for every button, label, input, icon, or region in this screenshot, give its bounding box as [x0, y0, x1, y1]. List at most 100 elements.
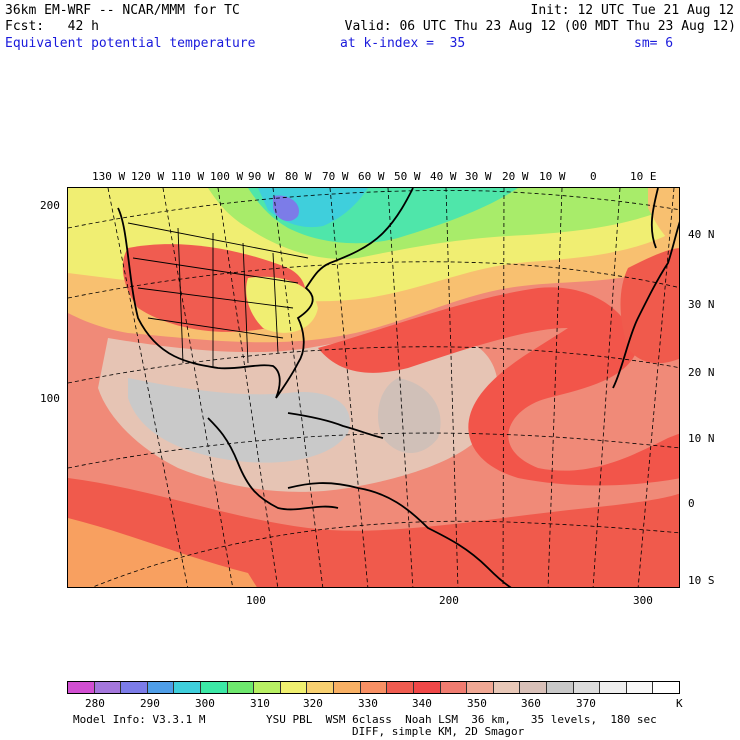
lon-label: 50 W [394, 170, 421, 183]
parallel-10n [68, 432, 679, 469]
color-swatch [360, 682, 388, 693]
field-grey-atlantic [378, 378, 441, 453]
grid-tick-x-300: 300 [633, 594, 653, 607]
color-scale-label: K [676, 697, 683, 710]
field-yellow-ohio [246, 276, 318, 333]
color-swatch [493, 682, 521, 693]
grid-tick-y-200: 200 [40, 199, 60, 212]
color-swatch [653, 682, 680, 693]
coast-central-america [207, 417, 339, 511]
color-scale-label: 300 [195, 697, 215, 710]
lon-label: 120 W [131, 170, 165, 183]
color-swatch [440, 682, 468, 693]
color-scale-label: 350 [467, 697, 487, 710]
lat-label: 20 N [688, 366, 715, 379]
init-time: Init: 12 UTC Tue 21 Aug 12 [530, 3, 735, 18]
color-scale-label: 310 [250, 697, 270, 710]
field-red-africa [620, 248, 679, 364]
color-swatch [626, 682, 654, 693]
lon-label: 130 W [92, 170, 126, 183]
lon-label: 20 W [502, 170, 529, 183]
meridian-110w [107, 188, 189, 587]
color-swatch [334, 682, 361, 693]
lat-label: 40 N [688, 228, 715, 241]
model-title: 36km EM-WRF -- NCAR/MMM for TC [5, 3, 240, 18]
color-swatch [147, 682, 175, 693]
border-us-canada [127, 222, 309, 259]
parallel-20n [68, 346, 679, 384]
lat-label: 0 [688, 497, 695, 510]
color-swatch [387, 682, 414, 693]
lon-label: 70 W [322, 170, 349, 183]
parallel-30n [68, 261, 679, 299]
coast-north-america [117, 188, 414, 399]
meridian-80w [272, 188, 324, 587]
color-scale-label: 320 [303, 697, 323, 710]
color-swatch [600, 682, 627, 693]
state-line-c [147, 317, 284, 339]
color-swatch [174, 682, 202, 693]
model-info: Model Info: V3.3.1 M [73, 713, 206, 726]
lon-label: 80 W [285, 170, 312, 183]
color-swatch [121, 682, 148, 693]
field-name: Equivalent potential temperature [5, 36, 256, 51]
field-red-atlantic [318, 287, 679, 486]
state-line-g [272, 252, 279, 354]
level-index: at k-index = 35 [340, 36, 466, 51]
color-swatch [68, 682, 95, 693]
lon-label: 10 E [630, 170, 657, 183]
color-swatch [227, 682, 255, 693]
grid-tick-x-100: 100 [246, 594, 266, 607]
field-red-band-south [68, 478, 679, 587]
color-swatch [467, 682, 494, 693]
lon-label: 30 W [465, 170, 492, 183]
forecast-hour: Fcst: 42 h [5, 19, 99, 34]
color-swatch [254, 682, 281, 693]
field-orange-iberia [648, 188, 679, 248]
meridian-20w [592, 188, 621, 587]
meridian-60w [387, 188, 414, 587]
state-line-b [137, 287, 294, 309]
coast-iberia [650, 188, 659, 249]
graticule [68, 188, 679, 587]
lon-label: 100 W [210, 170, 244, 183]
color-swatch [280, 682, 308, 693]
coast-africa [612, 221, 679, 389]
state-line-a [132, 257, 299, 284]
physics-info: YSU PBL WSM 6class Noah LSM 36 km, 35 le… [266, 713, 657, 726]
coast-south-america [287, 482, 512, 587]
political-boundaries [127, 222, 309, 368]
meridian-30w [547, 188, 563, 587]
color-scale-label: 340 [412, 697, 432, 710]
color-scale-label: 330 [358, 697, 378, 710]
color-swatch [520, 682, 547, 693]
smoothing-label: sm= 6 [634, 36, 674, 51]
color-scale-bar [67, 681, 680, 694]
grid-tick-y-100: 100 [40, 392, 60, 405]
valid-time: Valid: 06 UTC Thu 23 Aug 12 (00 MDT Thu … [344, 19, 736, 34]
grid-tick-x-200: 200 [439, 594, 459, 607]
lat-label: 10 N [688, 432, 715, 445]
state-line-d [177, 227, 184, 364]
meridian-40w [502, 188, 505, 587]
color-scale-label: 290 [140, 697, 160, 710]
lon-label: 10 W [539, 170, 566, 183]
meridian-50w [445, 188, 459, 587]
lon-label: 0 [590, 170, 597, 183]
lon-label: 90 W [248, 170, 275, 183]
meridian-100w [162, 188, 234, 587]
field-orange-southwest [68, 518, 257, 587]
coast-caribbean [287, 412, 384, 439]
lat-label: 10 S [688, 574, 715, 587]
meridian-90w [217, 188, 279, 587]
color-swatch [413, 682, 441, 693]
coastlines [117, 188, 679, 587]
field-grey-gulf [128, 378, 350, 463]
lon-label: 110 W [171, 170, 205, 183]
state-line-f [242, 242, 249, 364]
color-swatch [573, 682, 601, 693]
lon-label: 60 W [358, 170, 385, 183]
color-swatch [201, 682, 228, 693]
color-scale-label: 370 [576, 697, 596, 710]
color-swatch [546, 682, 574, 693]
